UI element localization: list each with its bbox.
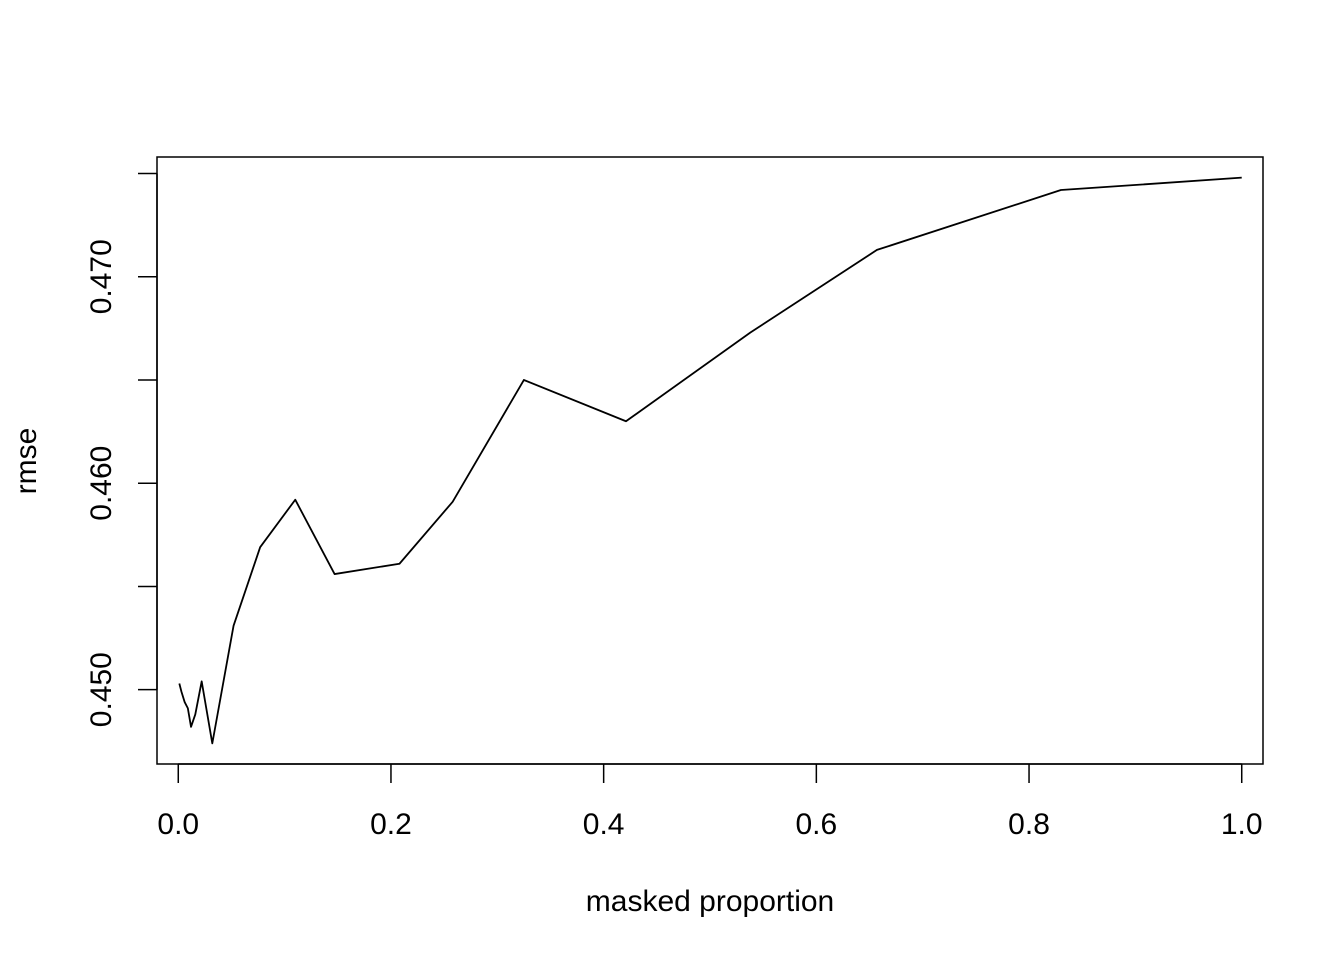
x-tick-label: 0.6 [795,808,837,841]
plot-box [156,156,1264,765]
y-tick-label: 0.450 [85,652,118,727]
x-tick-label: 0.8 [1008,808,1050,841]
y-axis-label: rmse [10,428,43,495]
x-tick-label: 1.0 [1221,808,1263,841]
x-tick-label: 0.2 [370,808,412,841]
x-tick-label: 0.0 [157,808,199,841]
y-tick-label: 0.460 [85,446,118,521]
y-axis: 0.450 0.460 0.470 [85,172,158,727]
y-tick-label: 0.470 [85,239,118,314]
x-axis: 0.0 0.2 0.4 0.6 0.8 1.0 [157,763,1263,841]
series-line [178,176,1242,745]
x-tick-label: 0.4 [583,808,625,841]
x-axis-label: masked proportion [586,885,834,918]
